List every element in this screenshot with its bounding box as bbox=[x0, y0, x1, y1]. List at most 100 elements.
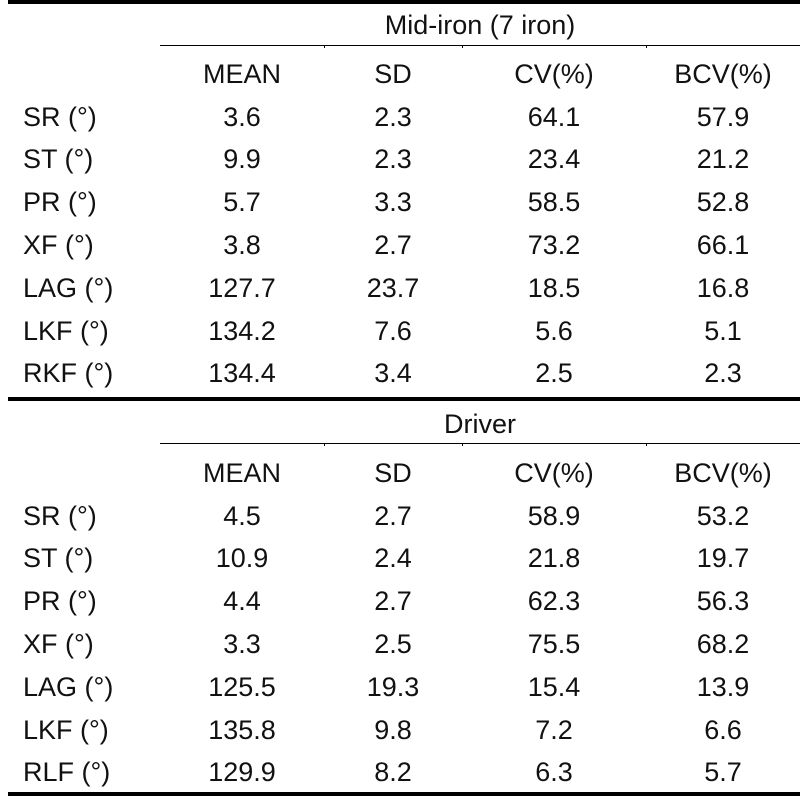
table-row: XF (°) 3.8 2.7 73.2 66.1 bbox=[0, 224, 800, 267]
cv-cell: 75.5 bbox=[527, 629, 581, 660]
column-header-mean: MEAN bbox=[202, 457, 281, 488]
cv-cell: 5.6 bbox=[535, 315, 573, 346]
mean-cell: 3.6 bbox=[223, 101, 261, 132]
table-row: LAG (°) 127.7 23.7 18.5 16.8 bbox=[0, 267, 800, 310]
table-row: PR (°) 5.7 3.3 58.5 52.8 bbox=[0, 181, 800, 224]
bcv-cell: 21.2 bbox=[696, 144, 750, 175]
bcv-cell: 5.7 bbox=[704, 757, 742, 788]
sd-cell: 2.7 bbox=[374, 586, 412, 617]
column-header-sd: SD bbox=[374, 58, 412, 89]
bcv-cell: 56.3 bbox=[696, 586, 750, 617]
top-rule bbox=[8, 0, 800, 4]
column-header-mean: MEAN bbox=[202, 58, 281, 89]
row-label: LAG (°) bbox=[23, 272, 114, 303]
row-label: LKF (°) bbox=[23, 315, 109, 346]
mean-cell: 134.2 bbox=[208, 315, 276, 346]
row-label: LKF (°) bbox=[23, 714, 109, 745]
column-header-cv: CV(%) bbox=[514, 457, 594, 488]
driver-rule-ticks bbox=[0, 397, 807, 800]
sd-cell: 8.2 bbox=[374, 757, 412, 788]
sd-cell: 2.3 bbox=[374, 144, 412, 175]
mean-cell: 3.3 bbox=[223, 629, 261, 660]
mean-cell: 5.7 bbox=[223, 187, 261, 218]
row-label: RKF (°) bbox=[23, 358, 114, 389]
cv-cell: 58.9 bbox=[527, 500, 581, 531]
section-divider-rule bbox=[8, 397, 800, 401]
corner-cell bbox=[0, 53, 160, 96]
mean-cell: 125.5 bbox=[208, 671, 276, 702]
cv-cell: 6.3 bbox=[535, 757, 573, 788]
bcv-cell: 16.8 bbox=[696, 272, 750, 303]
table-row: RLF (°) 129.9 8.2 6.3 5.7 bbox=[0, 752, 800, 795]
row-label: ST (°) bbox=[23, 144, 94, 175]
table-row: RKF (°) 134.4 3.4 2.5 2.3 bbox=[0, 353, 800, 396]
bcv-cell: 13.9 bbox=[696, 671, 750, 702]
bcv-cell: 19.7 bbox=[696, 543, 750, 574]
rule-tick bbox=[462, 45, 463, 48]
row-label: SR (°) bbox=[23, 500, 97, 531]
mid-iron-title-rule bbox=[160, 45, 800, 46]
driver-title-rule bbox=[160, 443, 800, 444]
bcv-cell: 52.8 bbox=[696, 187, 750, 218]
mean-cell: 10.9 bbox=[215, 543, 269, 574]
row-label: PR (°) bbox=[23, 187, 97, 218]
row-label: XF (°) bbox=[23, 230, 94, 261]
cv-cell: 58.5 bbox=[527, 187, 581, 218]
table-row: XF (°) 3.3 2.5 75.5 68.2 bbox=[0, 623, 800, 666]
rule-tick bbox=[324, 443, 325, 446]
mean-cell: 134.4 bbox=[208, 358, 276, 389]
bcv-cell: 53.2 bbox=[696, 500, 750, 531]
bcv-cell: 2.3 bbox=[704, 358, 742, 389]
corner-cell bbox=[0, 452, 160, 495]
sd-cell: 2.3 bbox=[374, 101, 412, 132]
row-label: XF (°) bbox=[23, 629, 94, 660]
cv-cell: 2.5 bbox=[535, 358, 573, 389]
driver-table: MEAN SD CV(%) BCV(%) SR (°) 4.5 2.7 58.9… bbox=[0, 452, 800, 794]
bcv-cell: 68.2 bbox=[696, 629, 750, 660]
sd-cell: 7.6 bbox=[374, 315, 412, 346]
row-label: PR (°) bbox=[23, 586, 97, 617]
cv-cell: 64.1 bbox=[527, 101, 581, 132]
cv-cell: 21.8 bbox=[527, 543, 581, 574]
bcv-cell: 57.9 bbox=[696, 101, 750, 132]
sd-cell: 23.7 bbox=[366, 272, 420, 303]
cv-cell: 73.2 bbox=[527, 230, 581, 261]
table-row: SR (°) 4.5 2.7 58.9 53.2 bbox=[0, 495, 800, 538]
mean-cell: 3.8 bbox=[223, 230, 261, 261]
cv-cell: 7.2 bbox=[535, 714, 573, 745]
table-row: LKF (°) 135.8 9.8 7.2 6.6 bbox=[0, 709, 800, 752]
cv-cell: 62.3 bbox=[527, 586, 581, 617]
table-row: LAG (°) 125.5 19.3 15.4 13.9 bbox=[0, 666, 800, 709]
rule-tick bbox=[646, 45, 647, 48]
column-header-cv: CV(%) bbox=[514, 58, 594, 89]
column-header-sd: SD bbox=[374, 457, 412, 488]
mid-iron-section: Mid-iron (7 iron) MEAN SD CV(%) BCV(%) S… bbox=[0, 0, 807, 397]
sd-cell: 9.8 bbox=[374, 714, 412, 745]
header-row: MEAN SD CV(%) BCV(%) bbox=[0, 452, 800, 495]
mean-cell: 127.7 bbox=[208, 272, 276, 303]
row-label: SR (°) bbox=[23, 101, 97, 132]
mean-cell: 9.9 bbox=[223, 144, 261, 175]
table-row: ST (°) 9.9 2.3 23.4 21.2 bbox=[0, 139, 800, 182]
mean-cell: 4.5 bbox=[223, 500, 261, 531]
mid-iron-rule-ticks bbox=[0, 0, 807, 397]
row-label: LAG (°) bbox=[23, 671, 114, 702]
mean-cell: 135.8 bbox=[208, 714, 276, 745]
column-header-bcv: BCV(%) bbox=[674, 58, 772, 89]
sd-cell: 2.7 bbox=[374, 500, 412, 531]
cv-cell: 15.4 bbox=[527, 671, 581, 702]
sd-cell: 19.3 bbox=[366, 671, 420, 702]
driver-title: Driver bbox=[444, 409, 516, 439]
rule-tick bbox=[324, 45, 325, 48]
row-label: RLF (°) bbox=[23, 757, 111, 788]
table-row: PR (°) 4.4 2.7 62.3 56.3 bbox=[0, 580, 800, 623]
bottom-rule bbox=[8, 792, 800, 796]
rule-tick bbox=[462, 443, 463, 446]
row-label: ST (°) bbox=[23, 543, 94, 574]
bcv-cell: 5.1 bbox=[704, 315, 742, 346]
sd-cell: 2.5 bbox=[374, 629, 412, 660]
column-header-bcv: BCV(%) bbox=[674, 457, 772, 488]
mid-iron-table: MEAN SD CV(%) BCV(%) SR (°) 3.6 2.3 64.1… bbox=[0, 53, 800, 395]
table-row: SR (°) 3.6 2.3 64.1 57.9 bbox=[0, 96, 800, 139]
sd-cell: 3.4 bbox=[374, 358, 412, 389]
